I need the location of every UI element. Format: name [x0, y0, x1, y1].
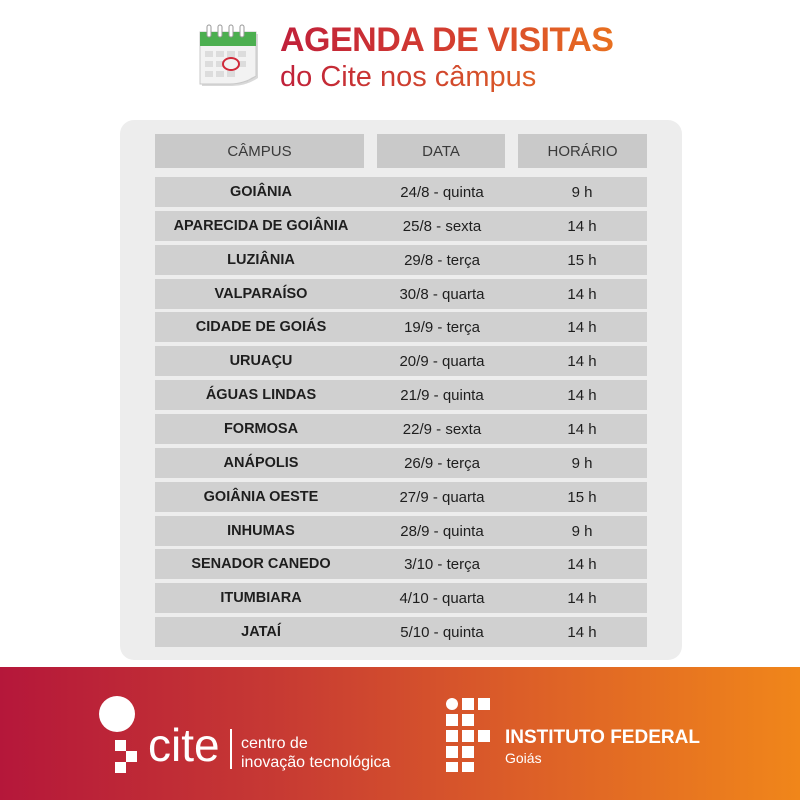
- campus-cell: FORMOSA: [155, 414, 367, 444]
- calendar-icon: [199, 24, 258, 86]
- campus-cell: JATAÍ: [155, 617, 367, 647]
- table-row: ÁGUAS LINDAS 21/9 - quinta 14 h: [155, 380, 647, 410]
- cite-description-line1: centro de: [241, 735, 308, 752]
- cite-description-line2: inovação tecnológica: [241, 754, 391, 771]
- column-header-time: HORÁRIO: [518, 134, 647, 168]
- time-cell: 14 h: [517, 583, 647, 613]
- table-row: INHUMAS 28/9 - quinta 9 h: [155, 516, 647, 546]
- date-cell: 3/10 - terça: [367, 549, 517, 579]
- date-cell: 4/10 - quarta: [367, 583, 517, 613]
- instituto-federal-name: INSTITUTO FEDERAL: [505, 727, 700, 748]
- campus-cell: CIDADE DE GOIÁS: [155, 312, 367, 342]
- time-cell: 15 h: [517, 482, 647, 512]
- time-cell: 14 h: [517, 380, 647, 410]
- table-row: VALPARAÍSO 30/8 - quarta 14 h: [155, 279, 647, 309]
- campus-cell: LUZIÂNIA: [155, 245, 367, 275]
- date-cell: 21/9 - quinta: [367, 380, 517, 410]
- table-row: APARECIDA DE GOIÂNIA 25/8 - sexta 14 h: [155, 211, 647, 241]
- table-row: JATAÍ 5/10 - quinta 14 h: [155, 617, 647, 647]
- cite-description: centro de inovação tecnológica: [241, 734, 390, 772]
- time-cell: 9 h: [517, 516, 647, 546]
- table-row: FORMOSA 22/9 - sexta 14 h: [155, 414, 647, 444]
- date-cell: 30/8 - quarta: [367, 279, 517, 309]
- table-row: SENADOR CANEDO 3/10 - terça 14 h: [155, 549, 647, 579]
- date-cell: 28/9 - quinta: [367, 516, 517, 546]
- date-cell: 22/9 - sexta: [367, 414, 517, 444]
- time-cell: 9 h: [517, 177, 647, 207]
- campus-cell: APARECIDA DE GOIÂNIA: [155, 211, 367, 241]
- instituto-federal-state: Goiás: [505, 750, 542, 766]
- title-line1: AGENDA DE VISITAS: [280, 21, 614, 59]
- campus-cell: ÁGUAS LINDAS: [155, 380, 367, 410]
- column-header-date: DATA: [377, 134, 505, 168]
- time-cell: 15 h: [517, 245, 647, 275]
- date-cell: 24/8 - quinta: [367, 177, 517, 207]
- page-title: AGENDA DE VISITAS do Cite nos câmpus: [280, 20, 614, 94]
- instituto-federal-logo-icon: [446, 698, 490, 772]
- column-header-campus: CÂMPUS: [155, 134, 364, 168]
- time-cell: 14 h: [517, 414, 647, 444]
- campus-cell: GOIÂNIA: [155, 177, 367, 207]
- logo-divider: [230, 729, 232, 769]
- time-cell: 14 h: [517, 312, 647, 342]
- time-cell: 9 h: [517, 448, 647, 478]
- table-row: GOIÂNIA 24/8 - quinta 9 h: [155, 177, 647, 207]
- table-row: GOIÂNIA OESTE 27/9 - quarta 15 h: [155, 482, 647, 512]
- footer-band: [0, 667, 800, 800]
- time-cell: 14 h: [517, 549, 647, 579]
- campus-cell: GOIÂNIA OESTE: [155, 482, 367, 512]
- date-cell: 20/9 - quarta: [367, 346, 517, 376]
- date-cell: 5/10 - quinta: [367, 617, 517, 647]
- table-row: URUAÇU 20/9 - quarta 14 h: [155, 346, 647, 376]
- cite-wordmark: cite: [148, 719, 220, 771]
- date-cell: 19/9 - terça: [367, 312, 517, 342]
- table-row: ITUMBIARA 4/10 - quarta 14 h: [155, 583, 647, 613]
- campus-cell: INHUMAS: [155, 516, 367, 546]
- campus-cell: URUAÇU: [155, 346, 367, 376]
- table-row: CIDADE DE GOIÁS 19/9 - terça 14 h: [155, 312, 647, 342]
- time-cell: 14 h: [517, 211, 647, 241]
- campus-cell: SENADOR CANEDO: [155, 549, 367, 579]
- date-cell: 29/8 - terça: [367, 245, 517, 275]
- campus-cell: ITUMBIARA: [155, 583, 367, 613]
- cite-logo-icon: [99, 696, 137, 773]
- campus-cell: ANÁPOLIS: [155, 448, 367, 478]
- campus-cell: VALPARAÍSO: [155, 279, 367, 309]
- date-cell: 26/9 - terça: [367, 448, 517, 478]
- date-cell: 27/9 - quarta: [367, 482, 517, 512]
- table-row: LUZIÂNIA 29/8 - terça 15 h: [155, 245, 647, 275]
- date-cell: 25/8 - sexta: [367, 211, 517, 241]
- time-cell: 14 h: [517, 346, 647, 376]
- time-cell: 14 h: [517, 279, 647, 309]
- time-cell: 14 h: [517, 617, 647, 647]
- title-line2: do Cite nos câmpus: [280, 60, 613, 94]
- table-row: ANÁPOLIS 26/9 - terça 9 h: [155, 448, 647, 478]
